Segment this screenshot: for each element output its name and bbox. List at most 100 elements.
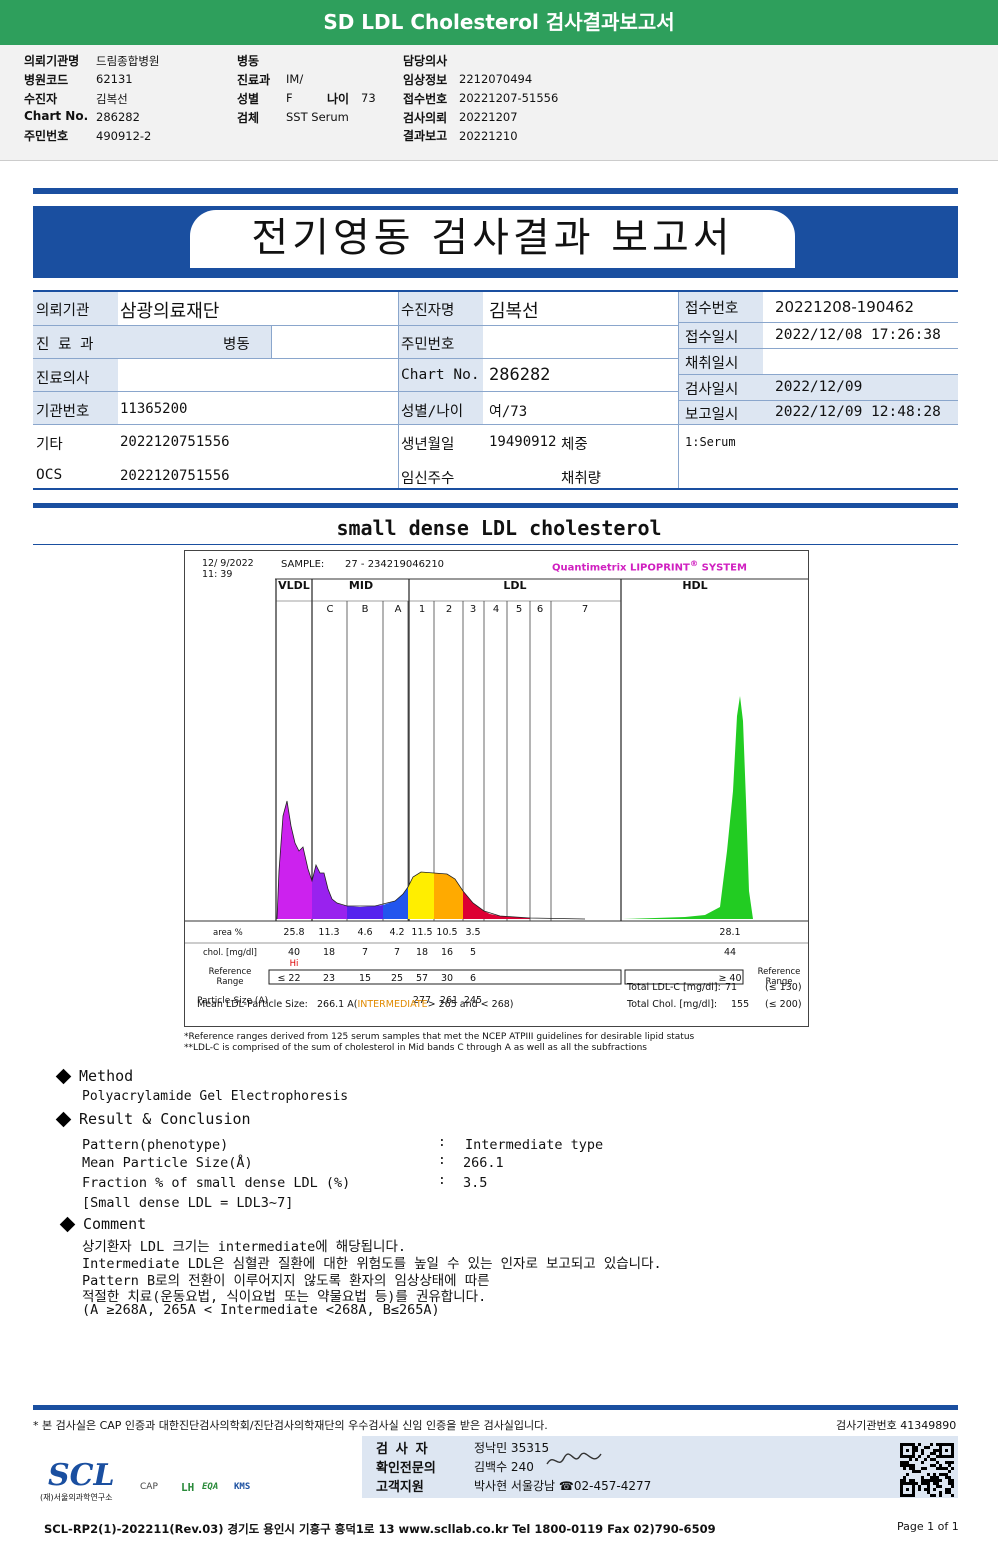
chol-value: 5: [470, 947, 476, 958]
qr-module: [900, 1485, 903, 1488]
report-value: 2022/12/09 12:48:28: [775, 404, 941, 420]
section-rule: [33, 503, 958, 508]
qr-module: [945, 1461, 948, 1464]
qr-module: [912, 1488, 915, 1491]
qr-module: [912, 1491, 915, 1494]
section-title: small dense LDL cholesterol: [336, 516, 662, 540]
qr-module: [951, 1446, 954, 1449]
recv-no-value: 20221208-190462: [775, 298, 915, 316]
request-date-label: 검사의뢰: [403, 111, 448, 125]
qr-module: [915, 1482, 918, 1485]
ward-value: 병동: [223, 337, 250, 353]
sample-value: 27 - 234219046210: [345, 559, 445, 570]
qr-module: [921, 1449, 924, 1452]
test-label: 검사일시: [685, 382, 739, 398]
comment-line-1: 상기환자 LDL 크기는 intermediate에 해당됩니다.: [82, 1239, 407, 1255]
qr-module: [909, 1443, 912, 1446]
qr-module: [936, 1476, 939, 1479]
brand-logo: Quantimetrix LIPOPRINT® SYSTEM: [552, 558, 747, 574]
qr-module: [918, 1443, 921, 1446]
qr-module: [936, 1482, 939, 1485]
result-colon-2: :: [438, 1153, 446, 1168]
comment-line-5: (A ≥268A, 265A < Intermediate <268A, B≤2…: [82, 1302, 440, 1318]
qr-module: [942, 1473, 945, 1476]
qr-module: [924, 1479, 927, 1482]
rrn-label: 주민번호: [24, 129, 69, 143]
qr-module: [921, 1452, 924, 1455]
qr-module: [948, 1464, 951, 1467]
qr-module: [918, 1455, 921, 1458]
footnote-2: **LDL-C is comprised of the sum of chole…: [184, 1043, 647, 1053]
result-date-label: 결과보고: [403, 129, 448, 143]
qr-module: [948, 1479, 951, 1482]
qr-module: [906, 1488, 909, 1491]
area-row-label: area %: [213, 928, 243, 938]
test-value: 2022/12/09: [775, 379, 863, 395]
qr-module: [951, 1485, 954, 1488]
qr-module: [939, 1449, 942, 1452]
qr-module: [939, 1443, 942, 1446]
dept-value: IM/: [286, 72, 304, 86]
band-label-6: 6: [537, 604, 543, 615]
qr-module: [936, 1485, 939, 1488]
qr-module: [909, 1479, 912, 1482]
receipt-no-value: 20221207-51556: [459, 91, 559, 105]
qr-module: [900, 1461, 903, 1464]
ocs-label: OCS: [36, 467, 63, 483]
ref-value: ≥ 40: [718, 973, 741, 984]
qr-module: [903, 1455, 906, 1458]
qr-module: [906, 1449, 909, 1452]
qr-module: [939, 1467, 942, 1470]
ref-value: 57: [416, 973, 428, 984]
footer-rule: [33, 1405, 958, 1410]
sample-label: SAMPLE:: [281, 559, 325, 570]
qr-module: [909, 1458, 912, 1461]
qr-code-icon: [900, 1443, 954, 1497]
qr-module: [951, 1494, 954, 1497]
qr-module: [912, 1455, 915, 1458]
chol-value: 44: [724, 947, 736, 958]
method-text: Polyacrylamide Gel Electrophoresis: [82, 1089, 349, 1104]
qr-module: [906, 1464, 909, 1467]
qr-module: [933, 1479, 936, 1482]
inst-number: 검사기관번호 41349890: [836, 1419, 957, 1432]
qr-module: [936, 1479, 939, 1482]
age-value: 73: [361, 91, 376, 105]
qr-module: [909, 1455, 912, 1458]
inst-value: 삼광의료재단: [120, 301, 220, 322]
qr-module: [936, 1467, 939, 1470]
age-label: 나이: [327, 92, 350, 106]
qr-module: [912, 1464, 915, 1467]
etc-label: 기타: [36, 437, 63, 453]
report-header-title: SD LDL Cholesterol 검사결과보고서: [0, 0, 998, 45]
recv-dt-value: 2022/12/08 17:26:38: [775, 327, 941, 343]
area-value: 3.5: [465, 927, 480, 938]
name-value: 김복선: [489, 301, 539, 322]
kms-logo: KMS: [234, 1482, 251, 1492]
chart-time: 11: 39: [202, 569, 233, 580]
mean-size-label: Mean LDL-Particle Size:: [197, 999, 308, 1010]
recv-no-label: 접수번호: [685, 301, 739, 317]
qr-module: [900, 1494, 903, 1497]
qr-module: [927, 1479, 930, 1482]
hospital-label: 의뢰기관명: [24, 54, 80, 68]
dept-label: 진 료 과: [36, 337, 94, 353]
area-value: 4.6: [357, 927, 372, 938]
qr-module: [909, 1467, 912, 1470]
qr-module: [951, 1449, 954, 1452]
qr-module: [939, 1485, 942, 1488]
specimen-label: 검체: [237, 111, 260, 125]
hospital-value: 드림종합병원: [96, 54, 160, 68]
comment-line-4: 적절한 치료(운동요법, 식이요법 또는 약물요법 등)를 권유합니다.: [82, 1289, 487, 1305]
ref-range-box-hdl: [624, 969, 744, 985]
qr-module: [951, 1467, 954, 1470]
qr-module: [924, 1482, 927, 1485]
qr-module: [900, 1491, 903, 1494]
inst-label: 의뢰기관: [36, 303, 90, 319]
band-label-3: 3: [470, 604, 476, 615]
weight-label: 체중: [561, 437, 588, 453]
qr-module: [906, 1473, 909, 1476]
qr-module: [942, 1455, 945, 1458]
band-1-peak: [408, 872, 434, 919]
comment-title: Comment: [59, 1215, 146, 1233]
